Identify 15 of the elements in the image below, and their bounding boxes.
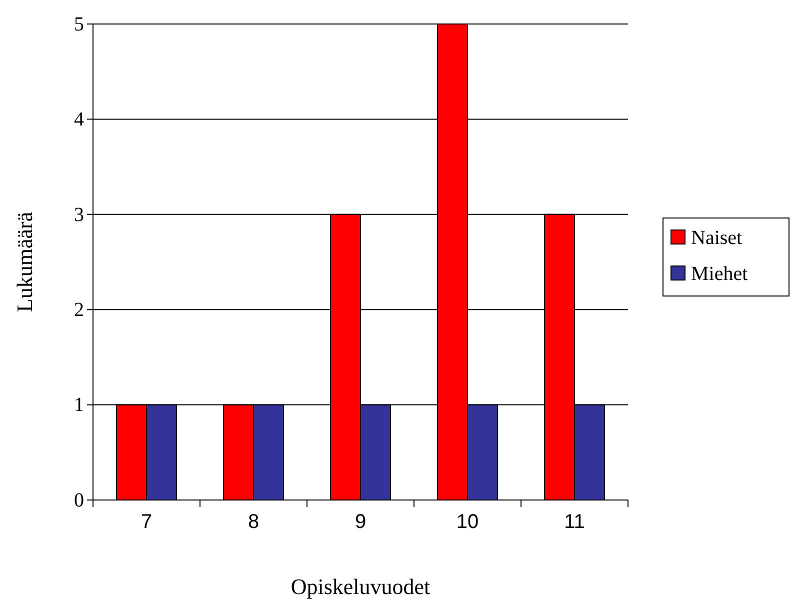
legend-label: Naiset (691, 227, 743, 249)
x-axis-title: Opiskeluvuodet (290, 574, 430, 599)
y-tick-label: 2 (74, 299, 84, 321)
x-tick-label: 9 (354, 511, 366, 534)
y-tick-label: 4 (74, 108, 84, 131)
x-tick-label: 8 (248, 511, 260, 534)
x-tick-label: 11 (564, 511, 585, 534)
y-tick-label: 3 (74, 204, 84, 226)
y-axis-title: Lukumäärä (12, 212, 37, 312)
legend-label: Miehet (691, 263, 748, 285)
y-tick-label: 1 (74, 394, 84, 416)
y-tick-label: 5 (74, 13, 84, 36)
x-tick-label: 7 (140, 511, 152, 534)
x-tick-label: 10 (456, 511, 479, 534)
y-tick-label: 0 (74, 489, 84, 512)
